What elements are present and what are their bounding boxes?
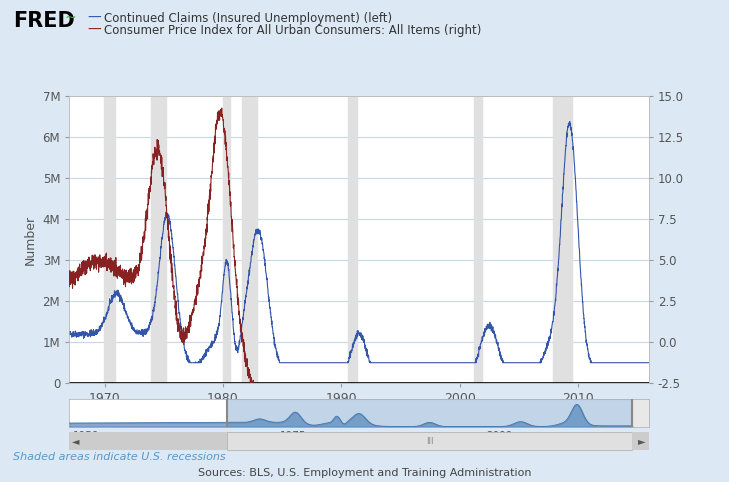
Bar [69,399,227,427]
Bar [348,96,356,383]
Bar [632,432,649,450]
Text: Consumer Price Index for All Urban Consumers: All Items (right): Consumer Price Index for All Urban Consu… [104,24,481,37]
Bar [69,432,227,450]
Text: FRED: FRED [13,11,75,30]
Bar [227,399,632,427]
Text: ◄: ◄ [72,436,79,446]
Text: —: — [87,23,101,37]
Text: Shaded areas indicate U.S. recessions: Shaded areas indicate U.S. recessions [13,452,226,462]
Bar [223,96,230,383]
Bar [553,96,572,383]
Text: ►: ► [639,436,646,446]
Bar [242,96,257,383]
Text: ~: ~ [64,11,76,25]
Text: Continued Claims (Insured Unemployment) (left): Continued Claims (Insured Unemployment) … [104,12,391,25]
Y-axis label: Number: Number [24,215,37,265]
Text: —: — [87,11,101,25]
Bar [104,96,115,383]
Text: III: III [426,437,433,445]
Bar [474,96,482,383]
Bar [151,96,166,383]
Bar [227,432,632,450]
Text: Sources: BLS, U.S. Employment and Training Administration: Sources: BLS, U.S. Employment and Traini… [198,468,531,478]
